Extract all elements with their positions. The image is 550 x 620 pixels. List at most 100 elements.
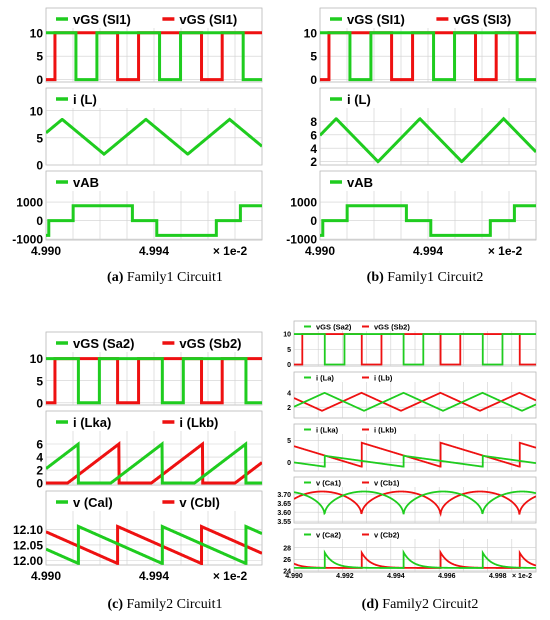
y-tick-label: 0 — [310, 73, 317, 87]
panel-d-1: 10 5 0 vGS (Sa2) vGS (Sb2) — [283, 320, 537, 369]
legend-label: vAB — [347, 175, 373, 190]
y-tick-label: 4 — [310, 142, 317, 156]
series-line — [294, 333, 536, 366]
y-tick-label: 0 — [310, 214, 317, 228]
caption-b: (b) Family1 Circuit2 — [300, 270, 550, 286]
series-line — [46, 31, 262, 82]
x-unit-label: × 1e-2 — [512, 573, 532, 580]
chart-a: 10 5 0 vGS (SI1) vGS (SI1) 10 5 0 i (L) 1000 0 -100… — [12, 7, 263, 258]
y-tick-label: 8 — [310, 115, 317, 129]
y-tick-label: 3.55 — [277, 519, 291, 526]
legend-label: vGS (SI1) — [73, 12, 131, 27]
y-tick-label: 4 — [36, 451, 43, 465]
y-tick-label: 5 — [310, 50, 317, 64]
caption-letter: (b) — [366, 270, 384, 285]
y-tick-label: 0 — [287, 460, 291, 467]
panel-a-3: 1000 0 -1000 vAB — [12, 170, 263, 247]
legend-label: i (Lka) — [73, 415, 111, 430]
x-tick-label: 4.992 — [336, 573, 354, 580]
x-tick-label: 4.996 — [438, 573, 456, 580]
y-tick-label: 10 — [304, 26, 318, 40]
y-tick-label: 5 — [287, 347, 291, 354]
legend-label: i (L) — [73, 92, 97, 107]
chart-d: 10 5 0 vGS (Sa2) vGS (Sb2) 4 2 i (La) i (Lb) 5 0 i … — [277, 320, 537, 580]
x-tick-label: 4.994 — [387, 573, 405, 580]
x-tick-label: 4.994 — [139, 244, 169, 258]
y-tick-label: 3.65 — [277, 501, 291, 508]
caption-letter: (a) — [107, 270, 124, 285]
y-tick-label: 12.10 — [13, 523, 43, 537]
y-tick-label: 2 — [287, 405, 291, 412]
legend-label: v (Cal) — [73, 495, 113, 510]
x-unit-label: × 1e-2 — [213, 569, 248, 583]
panel-d-3: 5 0 i (Lka) i (Lkb) — [287, 423, 537, 472]
x-tick-label: 4.990 — [31, 569, 61, 583]
y-tick-label: 0 — [36, 214, 43, 228]
panel-d-5: 28 26 24 v (Ca2) v (Cb2) — [283, 528, 537, 576]
legend-label: i (Lkb) — [179, 415, 218, 430]
caption-text: Family1 Circuit2 — [387, 270, 484, 285]
y-tick-label: 3.60 — [277, 510, 291, 517]
caption-letter: (d) — [361, 597, 379, 612]
series-line — [294, 391, 536, 412]
y-tick-label: 0 — [36, 159, 43, 173]
y-tick-label: -1000 — [12, 233, 43, 247]
panel-d-2: 4 2 i (La) i (Lb) — [287, 371, 537, 419]
series-line — [320, 204, 536, 237]
legend-label: vGS (Sb2) — [374, 322, 410, 331]
legend-label: vAB — [73, 175, 99, 190]
legend-label: vGS (Sa2) — [73, 336, 134, 351]
panel-a-1: 10 5 0 vGS (SI1) vGS (SI1) — [30, 7, 263, 87]
series-line — [46, 117, 262, 156]
legend-label: v (Cb1) — [374, 478, 400, 487]
legend-label: i (Lb) — [374, 373, 393, 382]
series-line — [46, 524, 262, 565]
x-tick-label: 4.990 — [305, 244, 335, 258]
y-tick-label: 10 — [283, 332, 291, 339]
caption-text: Family2 Circuit1 — [126, 597, 223, 612]
series-line — [46, 441, 262, 485]
legend-label: v (Ca2) — [316, 530, 342, 539]
y-tick-label: 0 — [36, 396, 43, 410]
series-line — [294, 391, 536, 412]
series-line — [320, 31, 536, 82]
y-tick-label: 5 — [36, 374, 43, 388]
series-line — [46, 357, 262, 405]
x-tick-label: 4.994 — [413, 244, 443, 258]
y-tick-label: 0 — [36, 477, 43, 491]
legend-label: i (Lkb) — [374, 425, 397, 434]
legend-label: i (Lka) — [316, 425, 339, 434]
x-unit-label: × 1e-2 — [488, 244, 523, 258]
x-tick-label: 4.998 — [489, 573, 507, 580]
y-tick-label: 6 — [310, 128, 317, 142]
legend-label: vGS (SI1) — [347, 12, 405, 27]
y-tick-label: 26 — [283, 557, 291, 564]
y-tick-label: 6 — [36, 438, 43, 452]
x-tick-label: 4.994 — [139, 569, 169, 583]
caption-text: Family1 Circuit1 — [126, 270, 223, 285]
series-line — [294, 549, 536, 569]
y-tick-label: 1000 — [290, 196, 317, 210]
legend-label: v (Cbl) — [179, 495, 219, 510]
series-line — [294, 454, 536, 468]
legend-label: vGS (Sa2) — [316, 322, 352, 331]
y-tick-label: 28 — [283, 545, 291, 552]
y-tick-label: 10 — [30, 26, 44, 40]
x-tick-label: 4.990 — [31, 244, 61, 258]
y-tick-label: 12.05 — [13, 539, 43, 553]
series-line — [294, 549, 536, 569]
panel-b-1: 10 5 0 vGS (SI1) vGS (SI3) — [304, 7, 537, 87]
caption-c: (c) Family2 Circuit1 — [40, 597, 290, 613]
y-tick-label: 24 — [283, 569, 291, 576]
series-line — [294, 490, 536, 517]
y-tick-label: 4 — [287, 390, 291, 397]
x-unit-label: × 1e-2 — [213, 244, 248, 258]
y-tick-label: 1000 — [16, 196, 43, 210]
y-tick-label: 10 — [30, 104, 44, 118]
y-tick-label: 0 — [287, 362, 291, 369]
